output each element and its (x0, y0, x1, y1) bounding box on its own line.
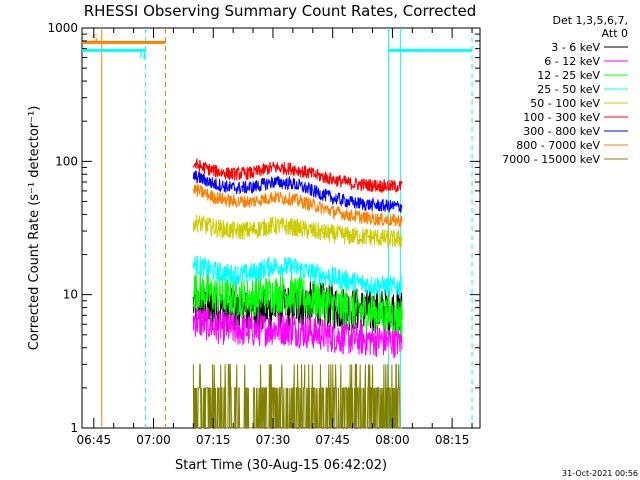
y-tick-label: 10 (63, 288, 78, 302)
x-tick-label: 08:00 (375, 433, 410, 447)
legend-entry-label: 50 - 100 keV (530, 97, 600, 110)
footer-timestamp: 31-Oct-2021 00:56 (562, 469, 638, 478)
series-line (192, 272, 403, 336)
legend-entry-label: 100 - 300 keV (523, 111, 600, 124)
series-line (192, 170, 403, 213)
plot-frame (81, 27, 481, 429)
legend-entry-label: 300 - 800 keV (523, 125, 600, 138)
markers-layer: SN (82, 28, 473, 428)
legend-entry-label: 800 - 7000 keV (516, 139, 600, 152)
legend-header: Det 1,3,5,6,7, (552, 14, 628, 27)
series-layer (192, 157, 403, 429)
axes-layer: 1 10 100 1000 06:45 07:00 07:15 07:30 07:45 08:00… (47, 21, 480, 447)
legend-entry-label: 3 - 6 keV (551, 41, 600, 54)
y-tick-label: 1000 (47, 21, 78, 35)
x-tick-label: 07:30 (256, 433, 291, 447)
legend-entry-label: 7000 - 15000 keV (502, 153, 600, 166)
flag-label: S (92, 33, 98, 44)
flag-label: N (140, 50, 146, 61)
x-axis-label: Start Time (30-Aug-15 06:42:02) (175, 458, 387, 473)
x-tick-label: 08:15 (435, 433, 470, 447)
series-line (192, 255, 403, 297)
series-line (192, 306, 403, 359)
series-line (192, 363, 402, 429)
y-tick-label: 100 (55, 154, 78, 168)
y-axis-label: Corrected Count Rate (s⁻¹ detector⁻¹) (27, 106, 42, 351)
y-tick-label: 1 (70, 421, 78, 435)
x-tick-label: 07:45 (315, 433, 350, 447)
legend-entry-label: 12 - 25 keV (537, 69, 600, 82)
series-line (192, 157, 403, 194)
series-line (192, 183, 403, 228)
legend-entry-label: 25 - 50 keV (537, 83, 600, 96)
x-tick-label: 07:15 (196, 433, 231, 447)
chart-title: RHESSI Observing Summary Count Rates, Co… (84, 2, 477, 20)
x-tick-label: 06:45 (77, 433, 112, 447)
series-line (192, 214, 403, 248)
legend-header: Att 0 (602, 27, 628, 40)
x-tick-label: 07:00 (136, 433, 171, 447)
legend-entry-label: 6 - 12 keV (544, 55, 600, 68)
